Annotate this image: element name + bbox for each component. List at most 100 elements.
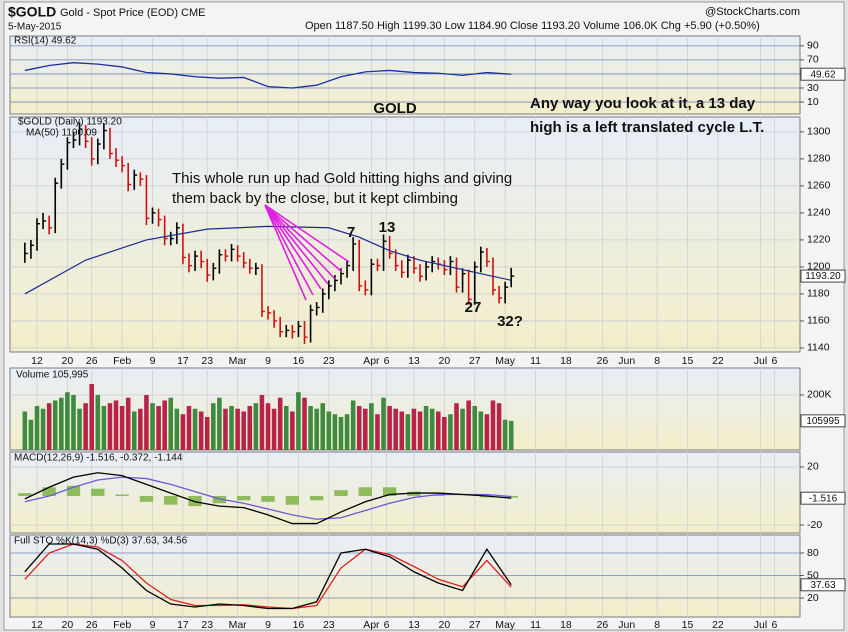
histogram-bar — [42, 487, 56, 496]
histogram-bar — [237, 495, 251, 501]
overlay-legend: MA(50) 1190.09 — [26, 128, 97, 139]
volume-bar — [277, 397, 283, 450]
panel-title: RSI(14) 49.62 — [14, 36, 77, 47]
volume-bar — [125, 397, 131, 450]
x-tick-label: 23 — [323, 619, 335, 631]
x-tick-label: May — [495, 355, 516, 367]
volume-bar — [113, 400, 119, 450]
volume-bar — [423, 405, 429, 450]
x-tick-label: Jul — [754, 355, 767, 367]
x-tick-label: 11 — [530, 355, 541, 367]
x-tick-label: 11 — [530, 619, 541, 631]
histogram-bar — [382, 487, 397, 496]
volume-bar — [186, 405, 192, 450]
x-tick-label: 13 — [408, 619, 420, 631]
x-tick-label: 6 — [384, 355, 390, 367]
moving-average — [24, 225, 512, 295]
quote: Open 1187.50 High 1199.30 Low 1184.90 Cl… — [305, 20, 760, 32]
x-tick-label: Jun — [618, 355, 635, 367]
volume-bar — [223, 408, 228, 450]
volume-bar — [356, 405, 362, 450]
y-tick-label: 90 — [807, 40, 819, 52]
volume-bar — [314, 408, 319, 450]
annotation: 27 — [465, 299, 482, 316]
volume-bar — [393, 408, 398, 450]
value-box — [800, 269, 846, 283]
x-tick-label: Jul — [754, 619, 767, 631]
x-tick-label: 20 — [438, 619, 450, 631]
volume-bar — [271, 408, 277, 450]
x-tick-label: 20 — [62, 619, 74, 631]
value-box-label: 1193.20 — [805, 271, 841, 282]
x-tick-label: 6 — [772, 619, 778, 631]
x-tick-label: 9 — [265, 355, 271, 367]
panel-title: MACD(12,26,9) -1.516, -0.372, -1.144 — [14, 453, 183, 464]
volume-bar — [460, 408, 465, 450]
x-tick-label: 22 — [712, 355, 724, 367]
volume-bar — [259, 394, 265, 450]
annotation: This whole run up had Gold hitting highs… — [172, 170, 512, 187]
x-tick-label: 9 — [265, 619, 271, 631]
value-box-label: 105995 — [806, 416, 840, 427]
volume-bar — [326, 411, 332, 450]
y-tick-label: 80 — [807, 547, 819, 559]
x-tick-label: 12 — [31, 619, 43, 631]
fan-line — [264, 204, 343, 273]
x-tick-label: 27 — [469, 355, 481, 367]
value-box — [800, 578, 846, 592]
volume-bar — [83, 403, 88, 450]
histogram-bar — [212, 495, 227, 504]
y-tick-label: 20 — [807, 592, 819, 604]
panel-title: Volume 105,995 — [16, 370, 89, 381]
fan-line — [264, 204, 314, 296]
histogram-bar — [115, 494, 129, 496]
x-tick-label: Feb — [113, 355, 131, 367]
volume-bar — [290, 411, 295, 450]
volume-bar — [101, 405, 107, 450]
x-tick-label: 17 — [177, 355, 189, 367]
y-tick-label: 1220 — [807, 234, 831, 246]
x-tick-label: May — [495, 619, 516, 631]
volume-bar — [363, 408, 368, 450]
x-tick-label: 6 — [384, 619, 390, 631]
volume-bar — [235, 408, 240, 450]
x-tick-label: 26 — [86, 619, 98, 631]
volume-bar — [442, 416, 447, 450]
panel — [9, 116, 801, 353]
panel — [9, 35, 801, 115]
volume-bar — [217, 397, 222, 450]
instrument-name: Gold - Spot Price (EOD) CME — [60, 7, 205, 19]
volume-bar — [229, 405, 234, 450]
histogram-bar — [188, 495, 202, 507]
x-tick-label: 6 — [772, 355, 778, 367]
panel — [9, 534, 801, 618]
y-tick-label: 70 — [807, 54, 819, 66]
x-tick-label: 23 — [201, 619, 213, 631]
panel-title: Full STO %K(14,3) %D(3) 37.63, 34.56 — [14, 536, 188, 547]
x-tick-label: 8 — [654, 619, 660, 631]
x-tick-label: Apr — [363, 355, 380, 367]
x-tick-label: 13 — [408, 355, 420, 367]
volume-bar — [435, 411, 441, 450]
y-tick-label: 1260 — [807, 180, 831, 192]
volume-bar — [192, 408, 198, 450]
volume-bar — [156, 405, 161, 450]
volume-bar — [107, 403, 113, 450]
volume-bar — [405, 414, 411, 450]
volume-bar — [478, 411, 484, 450]
histogram-bar — [91, 488, 105, 496]
x-tick-label: 27 — [469, 619, 481, 631]
y-tick-label: 1240 — [807, 207, 831, 219]
volume-bar — [174, 408, 180, 450]
volume-bar — [138, 408, 143, 450]
histogram-bar — [261, 495, 275, 502]
annotation: high is a left translated cycle L.T. — [530, 119, 764, 136]
x-tick-label: 26 — [597, 355, 609, 367]
value-box-label: 37.63 — [810, 580, 835, 591]
x-tick-label: Mar — [229, 355, 248, 367]
annotation: them back by the close, but it kept clim… — [172, 190, 458, 207]
x-tick-label: Apr — [363, 619, 380, 631]
y-tick-label: 1280 — [807, 153, 831, 165]
y-tick-label: 30 — [807, 82, 819, 94]
